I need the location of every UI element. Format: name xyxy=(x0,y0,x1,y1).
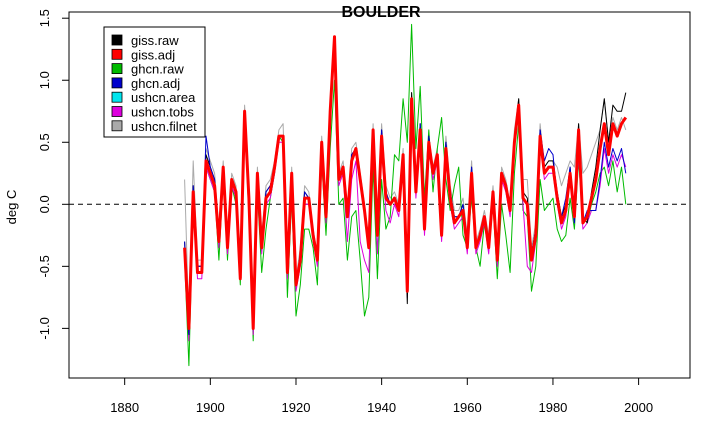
legend-label: ushcn.area xyxy=(131,90,196,105)
legend-label: ushcn.filnet xyxy=(131,119,197,134)
y-tick-label: -1.0 xyxy=(37,317,52,339)
x-tick-label: 1980 xyxy=(538,400,567,415)
legend-label: giss.raw xyxy=(131,33,179,48)
legend-swatch xyxy=(111,63,123,74)
data-series xyxy=(183,23,628,367)
legend-swatch xyxy=(111,34,123,46)
x-tick-label: 1940 xyxy=(367,400,396,415)
legend-label: ghcn.raw xyxy=(131,62,184,77)
y-tick-label: -0.5 xyxy=(37,255,52,277)
legend-swatch xyxy=(111,120,123,132)
x-tick-label: 1880 xyxy=(110,400,139,415)
y-tick-label: 1.5 xyxy=(37,9,52,27)
y-tick-label: 1.0 xyxy=(37,71,52,89)
y-tick-label: 0.0 xyxy=(37,195,52,213)
legend-swatch xyxy=(111,91,123,103)
x-axis: 1880 1900 1920 1940 1960 1980 2000 xyxy=(110,378,653,415)
chart-legend: giss.rawgiss.adjghcn.rawghcn.adjushcn.ar… xyxy=(103,26,206,138)
y-tick-label: 0.5 xyxy=(37,133,52,151)
x-tick-label: 1960 xyxy=(453,400,482,415)
legend-swatch xyxy=(111,48,123,60)
series-line-giss-adj xyxy=(183,35,628,330)
x-tick-label: 1920 xyxy=(282,400,311,415)
y-axis-label: deg C xyxy=(4,190,19,225)
legend-label: ghcn.adj xyxy=(131,76,180,91)
y-axis: -1.0 -0.5 0.0 0.5 1.0 1.5 xyxy=(37,9,69,340)
x-tick-label: 2000 xyxy=(624,400,653,415)
legend-label: giss.adj xyxy=(131,47,175,62)
x-tick-label: 1900 xyxy=(196,400,225,415)
legend-label: ushcn.tobs xyxy=(131,105,194,120)
plot-frame xyxy=(68,11,691,379)
legend-swatch xyxy=(111,106,123,117)
legend-swatch xyxy=(111,77,123,89)
